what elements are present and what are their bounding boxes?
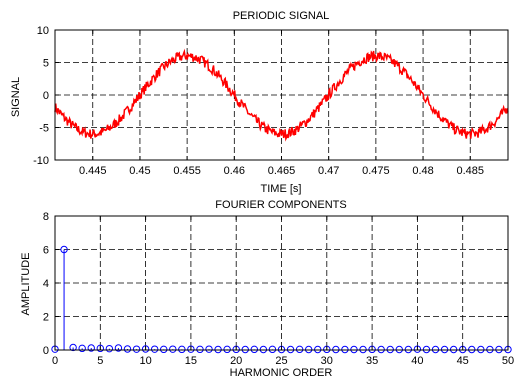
- x-tick-label: 0: [52, 355, 58, 367]
- stem-marker: [178, 345, 186, 354]
- stem-marker: [96, 344, 105, 353]
- stem-marker: [286, 345, 295, 354]
- chart2-title: FOURIER COMPONENTS: [215, 199, 346, 211]
- stem-marker: [477, 345, 485, 354]
- x-tick-label: 25: [275, 355, 287, 367]
- stem-marker: [314, 345, 322, 354]
- y-tick-label: 2: [43, 312, 49, 324]
- x-tick-label: 50: [502, 355, 514, 367]
- stem-marker: [114, 344, 123, 352]
- y-tick-label: 8: [43, 211, 49, 223]
- stem-marker: [160, 345, 168, 354]
- stem-marker: [304, 345, 313, 354]
- stem-marker: [196, 345, 204, 354]
- stem-marker: [141, 345, 150, 353]
- stem-marker: [377, 345, 385, 354]
- stem-marker: [87, 344, 95, 352]
- stem-marker: [214, 345, 222, 354]
- stem-marker: [422, 345, 431, 354]
- stem-marker: [295, 345, 304, 354]
- stem-marker: [150, 345, 159, 353]
- x-tick-label: 0.475: [362, 165, 390, 177]
- periodic-signal-chart: PERIODIC SIGNAL 0.445 0.45 0.455 0.46 0.465 0…: [10, 10, 509, 195]
- x-tick-label: 0.465: [268, 165, 296, 177]
- x-tick-label: 0.445: [79, 165, 107, 177]
- y-tick-label: 5: [43, 58, 49, 70]
- stem-marker: [449, 345, 458, 354]
- stem-marker: [105, 344, 114, 353]
- y-tick-label: 10: [37, 25, 49, 37]
- chart2-ylabel: AMPLITUDE: [20, 253, 32, 316]
- y-tick-label: 6: [43, 245, 49, 257]
- stem-marker: [486, 345, 494, 354]
- x-tick-label: 20: [230, 355, 242, 367]
- x-tick-label: 0.45: [129, 165, 150, 177]
- fourier-components-chart: FOURIER COMPONENTS 0 5 10 15 20 25 30 35 40 45 500…: [20, 199, 514, 379]
- chart1-ticks: 0.445 0.45 0.455 0.46 0.465 0.47 0.475 0.48 0.48…: [33, 25, 508, 177]
- stem-marker: [431, 345, 440, 354]
- y-tick-label: -10: [33, 155, 49, 167]
- stem-marker: [241, 345, 249, 354]
- stem-marker: [404, 345, 413, 354]
- stem-marker: [350, 345, 358, 354]
- series-line-signal: [54, 48, 509, 142]
- x-tick-label: 15: [185, 355, 197, 367]
- stem-marker: [359, 345, 367, 354]
- x-tick-label: 45: [457, 355, 469, 367]
- stem-marker: [123, 345, 132, 353]
- y-tick-label: -5: [39, 123, 49, 135]
- y-tick-label: 4: [43, 278, 49, 290]
- x-tick-label: 35: [366, 355, 378, 367]
- x-tick-label: 0.455: [173, 165, 201, 177]
- stem-marker: [332, 345, 340, 354]
- x-tick-label: 40: [411, 355, 423, 367]
- stem-marker: [440, 345, 449, 354]
- stem-marker: [69, 343, 77, 352]
- x-tick-label: 0.485: [456, 165, 484, 177]
- chart1-title: PERIODIC SIGNAL: [233, 10, 330, 22]
- stem-marker: [413, 345, 422, 353]
- stem-marker: [268, 345, 277, 354]
- stem-marker: [78, 344, 86, 353]
- x-tick-label: 0.46: [224, 165, 245, 177]
- y-tick-label: 0: [43, 345, 49, 357]
- x-tick-label: 0.47: [318, 165, 339, 177]
- stem-marker: [187, 345, 195, 353]
- stem-marker: [60, 245, 68, 254]
- stem-marker: [223, 345, 231, 354]
- stem-marker: [169, 345, 177, 353]
- chart2-xlabel: HARMONIC ORDER: [230, 367, 333, 379]
- x-tick-label: 10: [139, 355, 151, 367]
- stem-marker: [468, 345, 476, 354]
- x-tick-label: 30: [321, 355, 333, 367]
- stem-marker: [341, 345, 349, 354]
- chart1-xlabel: TIME [s]: [261, 183, 302, 195]
- y-tick-label: 0: [43, 90, 49, 102]
- stem-marker: [395, 345, 403, 354]
- stem-marker: [259, 345, 268, 354]
- chart2-stems: [51, 245, 512, 354]
- chart2-ticks: 0 5 10 15 20 25 30 35 40 45 50 0 2 4 6 8: [43, 211, 514, 367]
- stem-marker: [386, 345, 394, 354]
- chart1-ylabel: SIGNAL: [10, 77, 22, 117]
- stem-marker: [132, 345, 141, 353]
- stem-marker: [205, 345, 213, 353]
- x-tick-label: 0.48: [412, 165, 433, 177]
- stem-marker: [495, 345, 503, 354]
- x-tick-label: 5: [97, 355, 103, 367]
- stem-marker: [250, 345, 259, 354]
